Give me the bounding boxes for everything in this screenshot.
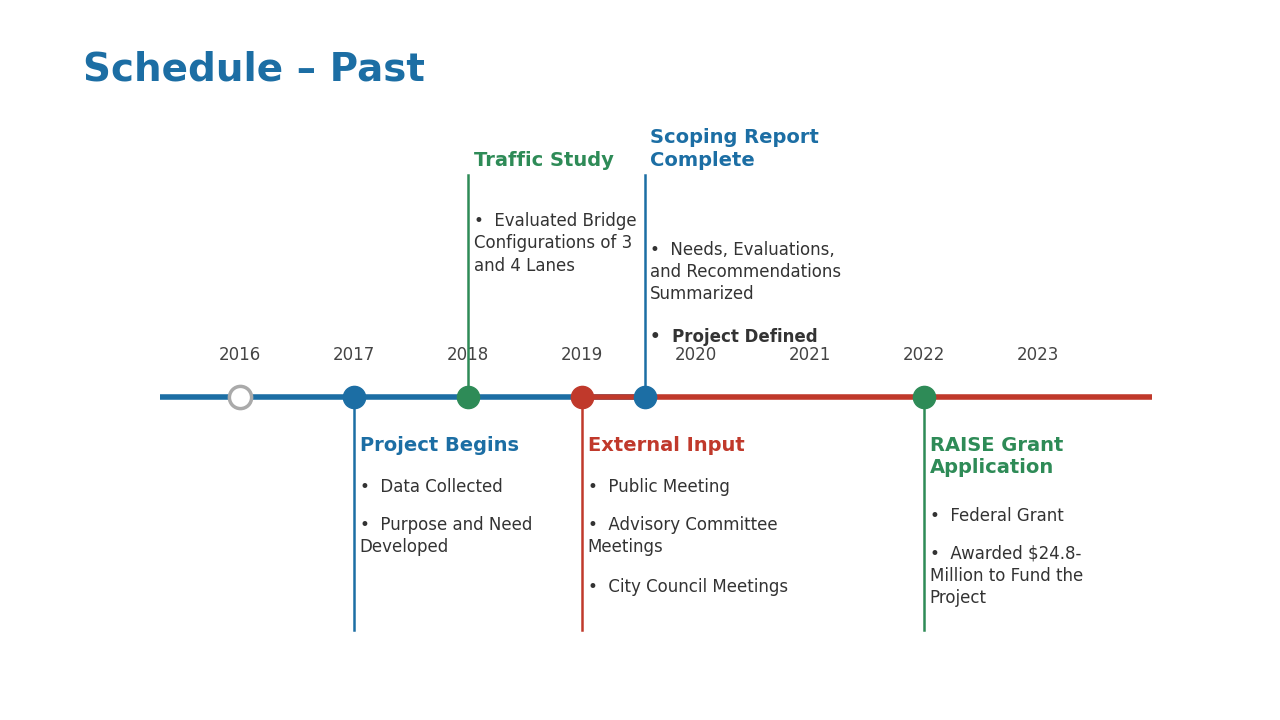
Text: 2023: 2023 (1016, 346, 1059, 364)
Text: Schedule – Past: Schedule – Past (83, 50, 425, 89)
Text: RAISE Grant
Application: RAISE Grant Application (929, 436, 1062, 477)
Text: •  Purpose and Need
Developed: • Purpose and Need Developed (360, 516, 532, 556)
Text: Traffic Study: Traffic Study (474, 150, 613, 169)
Text: •  Awarded $24.8-
Million to Fund the
Project: • Awarded $24.8- Million to Fund the Pro… (929, 544, 1083, 607)
Text: External Input: External Input (588, 436, 745, 454)
Text: 2019: 2019 (561, 346, 603, 364)
Text: 2022: 2022 (902, 346, 945, 364)
Text: •  Needs, Evaluations,
and Recommendations
Summarized: • Needs, Evaluations, and Recommendation… (650, 241, 841, 303)
Text: 2017: 2017 (333, 346, 375, 364)
Text: 2020: 2020 (675, 346, 717, 364)
Text: •  Public Meeting: • Public Meeting (588, 478, 730, 496)
Text: •  Data Collected: • Data Collected (360, 478, 502, 496)
Text: 2016: 2016 (219, 346, 261, 364)
Text: 2018: 2018 (447, 346, 489, 364)
Text: Scoping Report
Complete: Scoping Report Complete (650, 128, 819, 169)
Text: •  Federal Grant: • Federal Grant (929, 507, 1064, 525)
Text: •  Project Defined: • Project Defined (650, 328, 818, 346)
Text: Project Begins: Project Begins (360, 436, 518, 454)
Text: •  City Council Meetings: • City Council Meetings (588, 577, 787, 595)
Text: •  Advisory Committee
Meetings: • Advisory Committee Meetings (588, 516, 777, 556)
Text: •  Evaluated Bridge
Configurations of 3
and 4 Lanes: • Evaluated Bridge Configurations of 3 a… (474, 212, 636, 274)
Text: 2021: 2021 (788, 346, 831, 364)
